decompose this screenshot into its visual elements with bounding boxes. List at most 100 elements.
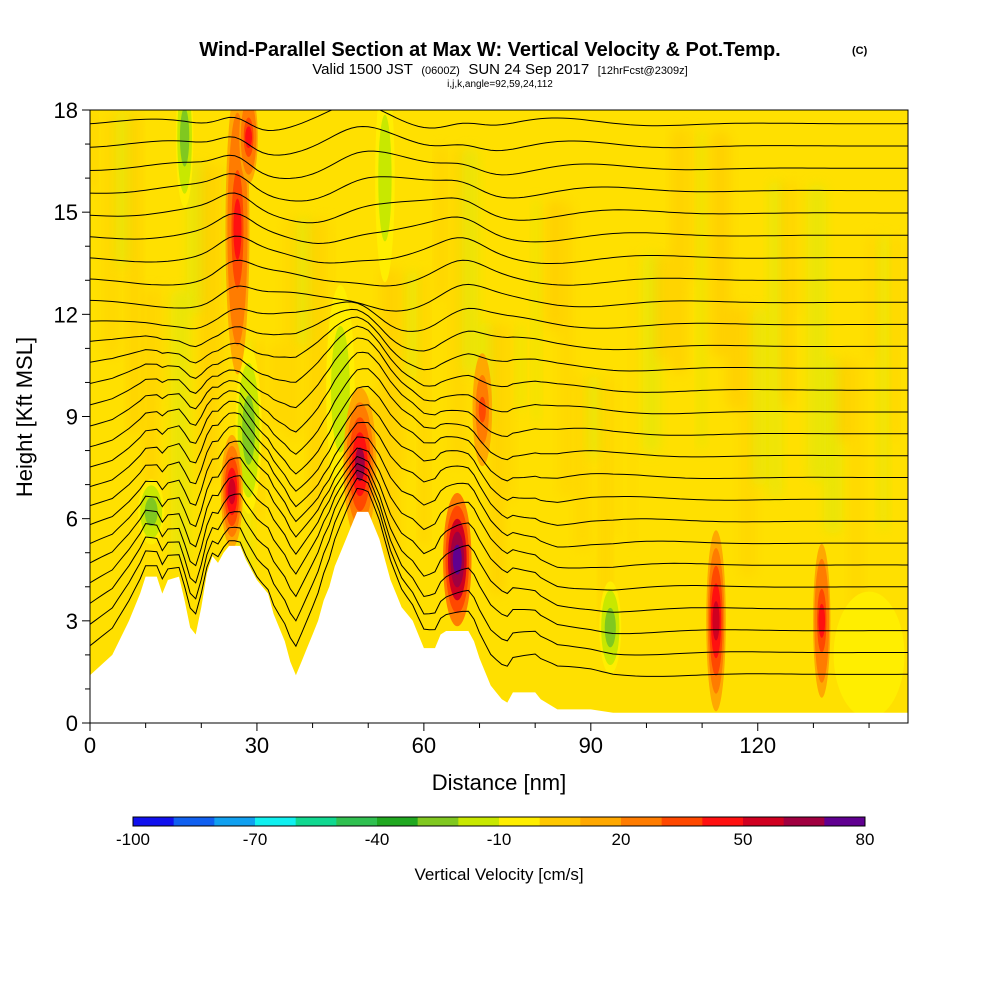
texture-streak: [808, 184, 826, 482]
texture-streak: [213, 165, 226, 390]
texture-streak: [297, 217, 312, 346]
texture-streak: [837, 359, 852, 442]
theta-contour: [90, 301, 908, 332]
theta-contour: [90, 316, 908, 372]
texture-streak: [698, 130, 706, 450]
downdraft-cell: [860, 640, 878, 670]
texture-streak: [103, 111, 120, 358]
updraft-cell: [228, 478, 236, 505]
colorbar-swatch: [783, 817, 825, 826]
texture-streak: [517, 325, 524, 410]
theta-contour: [90, 259, 908, 287]
texture-streak: [905, 239, 908, 344]
colorbar-swatch: [580, 817, 622, 826]
texture-streak: [866, 234, 878, 362]
downdraft-cell: [335, 366, 345, 412]
theta-contour: [90, 436, 908, 548]
colorbar-tick-label: -70: [243, 830, 268, 849]
subtitle-utc: (0600Z): [421, 65, 460, 77]
texture-streak: [892, 236, 898, 438]
colorbar-swatch: [824, 817, 866, 826]
y-tick-label: 15: [54, 200, 78, 225]
colorbar-label: Vertical Velocity [cm/s]: [414, 865, 583, 884]
colorbar-swatch: [173, 817, 215, 826]
y-tick-label: 18: [54, 98, 78, 123]
plot-area: [90, 110, 908, 723]
texture-streak: [533, 199, 540, 422]
y-tick-label: 0: [66, 711, 78, 736]
colorbar-tick-label: -100: [116, 830, 150, 849]
texture-streak: [782, 182, 792, 406]
colorbar-swatch: [702, 817, 744, 826]
colorbar-swatch: [621, 817, 663, 826]
texture-streak: [643, 253, 660, 454]
texture-streak: [575, 375, 590, 550]
texture-streak: [601, 377, 610, 626]
theta-contour: [90, 325, 908, 393]
downdraft-cell: [181, 121, 188, 153]
texture-streak: [740, 306, 756, 578]
updraft-cell: [245, 126, 253, 149]
theta-contour: [90, 308, 908, 352]
texture-streak: [656, 254, 670, 362]
colorbar-swatch: [458, 817, 500, 826]
theta-contour: [90, 421, 908, 526]
theta-contour: [90, 404, 908, 503]
texture-streak: [268, 342, 286, 426]
x-tick-label: 30: [245, 733, 269, 758]
colorbar-tick-label: -40: [365, 830, 390, 849]
colorbar-swatch: [336, 817, 378, 826]
texture-streak: [588, 376, 600, 458]
colorbar-swatch: [539, 817, 581, 826]
y-tick-label: 3: [66, 609, 78, 634]
terrain: [90, 511, 908, 723]
theta-contour: [90, 385, 908, 482]
colorbar-swatch: [743, 817, 785, 826]
x-tick-label: 120: [739, 733, 776, 758]
texture-streak: [685, 129, 696, 282]
theta-contour: [90, 351, 908, 438]
x-tick-label: 90: [579, 733, 603, 758]
colorbar-tick-label: 20: [612, 830, 631, 849]
colorbar-frame: [132, 816, 866, 827]
colorbar-swatch: [255, 817, 297, 826]
y-tick-label: 9: [66, 405, 78, 430]
chart-subtitle-index: i,j,k,angle=92,59,24,112: [447, 79, 553, 90]
theta-contour: [90, 337, 908, 415]
theta-contour: [90, 462, 908, 613]
y-axis-label: Height [Kft MSL]: [12, 337, 37, 497]
subtitle-fcst: [12hrFcst@2309z]: [598, 65, 688, 77]
colorbar-swatch: [295, 817, 337, 826]
colorbar-swatch: [214, 817, 256, 826]
texture-streak: [436, 146, 444, 298]
colorbar: -100 -70 -40 -10 20 50 80: [116, 816, 875, 849]
theta-contour: [90, 173, 908, 202]
colorbar-tick-label: 80: [856, 830, 875, 849]
colorbar-swatch: [417, 817, 459, 826]
colorbar-swatch: [499, 817, 541, 826]
texture-streak: [407, 271, 418, 378]
downdraft-cell: [244, 411, 253, 449]
potential-temperature-contours: [90, 110, 908, 677]
texture-streak: [559, 201, 574, 498]
colorbar-tick-label: 50: [734, 830, 753, 849]
downdraft-cell: [381, 155, 389, 201]
x-axis: 0 30 60 90 120: [84, 723, 870, 758]
texture-streak: [672, 128, 686, 374]
y-axis: 0 3 6 9 12 15 18: [54, 98, 90, 736]
theta-contour: [90, 110, 908, 132]
theta-contour: [90, 125, 908, 156]
theta-contour: [90, 477, 908, 656]
colorbar-swatch: [133, 817, 175, 826]
chart-title: Wind-Parallel Section at Max W: Vertical…: [199, 39, 780, 61]
theta-contour: [90, 212, 908, 245]
texture-streak: [769, 181, 782, 498]
theta-contour: [90, 192, 908, 224]
x-tick-label: 0: [84, 733, 96, 758]
texture-streak: [614, 378, 620, 534]
theta-contour: [90, 455, 908, 591]
y-tick-label: 12: [54, 302, 78, 327]
subtitle-date: SUN 24 Sep 2017: [468, 61, 589, 78]
colorbar-swatch: [661, 817, 703, 826]
x-axis-label: Distance [nm]: [432, 770, 567, 795]
